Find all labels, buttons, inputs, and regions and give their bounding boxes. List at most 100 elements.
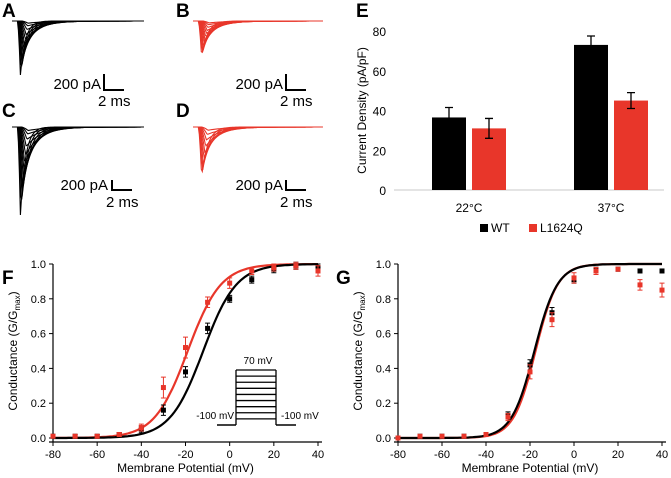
y-tick-label: 60	[373, 65, 387, 79]
data-point	[571, 275, 577, 281]
x-tick-label: -20	[522, 449, 538, 461]
y-tick-label: 80	[373, 25, 387, 39]
y-tick-label: 40	[373, 105, 387, 119]
error-bar	[445, 106, 453, 129]
y-tick-label: 0.8	[376, 294, 391, 306]
scale-bar-D: 200 pA 2 ms	[235, 177, 312, 211]
current-traces-l1624q-22c	[193, 20, 323, 54]
x-tick-label: 0	[227, 449, 233, 461]
current-traces-l1624q-37c	[193, 126, 323, 174]
current-trace	[12, 126, 144, 180]
data-point	[160, 385, 166, 391]
current-trace	[193, 126, 323, 135]
scale-bar-B: 200 pA 2 ms	[235, 74, 313, 110]
bar	[614, 100, 648, 190]
x-tick-label: 20	[268, 449, 280, 461]
data-point	[249, 277, 255, 283]
panel-label-G: G	[336, 268, 351, 289]
legend-label: WT	[491, 221, 510, 235]
x-tick-label: 0	[571, 449, 577, 461]
panel-label-B: B	[176, 1, 190, 22]
y-tick-label: 0.4	[31, 363, 46, 375]
current-trace	[193, 126, 323, 161]
scale-current-label-A: 200 pA	[53, 76, 101, 93]
data-point	[205, 299, 211, 305]
data-point	[417, 433, 423, 439]
bar	[432, 117, 466, 190]
data-point	[593, 268, 599, 274]
protocol-top-label: 70 mV	[244, 356, 273, 367]
x-tick-label: -40	[133, 449, 149, 461]
y-tick-label: 1.0	[376, 259, 391, 271]
data-point	[659, 287, 665, 293]
scale-time-label-C: 2 ms	[106, 194, 139, 211]
x-tick-label: -20	[178, 449, 194, 461]
data-point	[72, 433, 78, 439]
data-point	[116, 432, 122, 438]
data-point	[395, 435, 401, 441]
y-tick-label: 0.2	[31, 398, 46, 410]
current-traces-wt-37c	[12, 126, 144, 216]
protocol-step-edges	[235, 370, 277, 425]
y-axis-label: Conductance (G/Gmax)	[6, 291, 22, 410]
conductance-plot-22c: -80 -60 -40 -20 0 20 40 0.0 0.2 0.4 0.6 0.8 1.0 Membr…	[6, 259, 324, 475]
y-tick-label: 0	[379, 184, 386, 198]
x-tick-label: -80	[390, 449, 406, 461]
scale-current-label-B: 200 pA	[235, 76, 283, 93]
y-tick-label: 1.0	[31, 259, 46, 271]
data-point	[527, 369, 533, 375]
legend-swatch	[529, 224, 537, 232]
x-tick-label: 20	[612, 449, 624, 461]
y-tick-label: 0.6	[31, 329, 46, 341]
scale-time-label-D: 2 ms	[280, 194, 313, 211]
bar	[574, 44, 608, 190]
panel-label-D: D	[176, 101, 190, 122]
x-axis-label: Membrane Potential (mV)	[462, 461, 599, 475]
category-label: 37°C	[598, 201, 625, 215]
data-point	[138, 425, 144, 431]
data-point	[659, 268, 665, 274]
error-bar	[587, 35, 595, 55]
scale-current-label-C: 200 pA	[60, 177, 108, 194]
current-trace	[193, 20, 323, 46]
panel-label-E: E	[356, 1, 369, 22]
category-label: 22°C	[456, 201, 483, 215]
y-tick-label: 0.2	[376, 398, 391, 410]
data-point	[549, 317, 555, 323]
scale-bar-A: 200 pA 2 ms	[53, 74, 131, 110]
scale-time-label-B: 2 ms	[280, 93, 313, 110]
data-point	[505, 414, 511, 420]
data-point	[249, 268, 255, 274]
scale-bar-C: 200 pA 2 ms	[60, 177, 138, 211]
y-tick-label: 20	[373, 144, 387, 158]
protocol-left-label: -100 mV	[196, 411, 234, 422]
y-tick-label: 0.8	[31, 294, 46, 306]
y-tick-label: 0.6	[376, 329, 391, 341]
data-point	[227, 280, 233, 286]
y-tick-label: 0.0	[376, 433, 391, 445]
x-tick-label: -40	[478, 449, 494, 461]
data-point	[205, 325, 211, 331]
data-point	[227, 296, 233, 302]
conductance-plot-37c: -80 -60 -40 -20 0 20 40 0.0 0.2 0.4 0.6 0.8 1.0 Membr…	[351, 259, 668, 475]
x-tick-label: -60	[89, 449, 105, 461]
legend-swatch	[480, 224, 488, 232]
current-trace	[12, 126, 144, 216]
x-tick-label: 40	[656, 449, 668, 461]
scale-time-label-A: 2 ms	[98, 93, 131, 110]
scale-current-label-D: 200 pA	[235, 177, 283, 194]
legend-label: L1624Q	[540, 221, 583, 235]
fit-curve	[398, 262, 662, 440]
data-point	[461, 433, 467, 439]
data-point	[94, 433, 100, 439]
data-point	[293, 263, 299, 269]
data-point	[50, 433, 56, 439]
x-tick-label: 40	[312, 449, 324, 461]
y-axis-label: Current Density (pA/pF)	[355, 47, 369, 174]
data-point	[160, 407, 166, 413]
data-point	[439, 433, 445, 439]
error-bar	[485, 117, 493, 139]
panel-label-C: C	[2, 101, 16, 122]
y-tick-label: 0.4	[376, 363, 391, 375]
y-axis-label: Conductance (G/Gmax)	[351, 291, 367, 410]
